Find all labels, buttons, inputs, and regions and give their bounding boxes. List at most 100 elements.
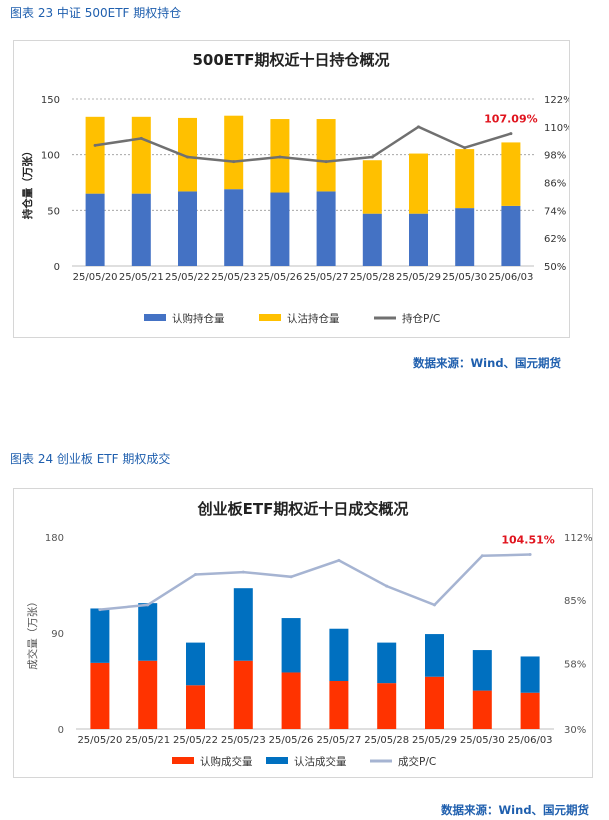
pc-ratio-point: [324, 160, 328, 164]
bar-segment: [329, 628, 349, 681]
legend-swatch: [144, 314, 166, 321]
x-tick-label: 25/05/28: [364, 735, 409, 746]
y-axis-label: 持仓量（万张）: [21, 146, 34, 220]
pc-ratio-point: [194, 572, 197, 576]
x-tick-label: 25/05/29: [412, 735, 457, 746]
y-tick-label: 90: [51, 629, 64, 640]
pc-ratio-point: [463, 146, 467, 150]
pc-ratio-point: [278, 155, 282, 159]
y-tick-label: 150: [41, 95, 60, 106]
last-value-annotation: 107.09%: [484, 113, 537, 126]
data-source: 数据来源：Wind、国元期货: [413, 356, 562, 370]
bar-segment: [138, 603, 158, 661]
bar-segment: [138, 660, 158, 729]
pc-ratio-point: [417, 125, 420, 129]
legend-swatch: [266, 757, 288, 764]
pc-ratio-point: [93, 143, 97, 147]
legend-swatch: [172, 757, 194, 764]
x-tick-label: 25/05/28: [350, 272, 395, 283]
bar-segment: [90, 608, 110, 663]
bar-segment: [178, 191, 197, 266]
x-tick-label: 25/05/30: [460, 735, 505, 746]
x-tick-label: 25/06/03: [508, 735, 553, 746]
pc-ratio-point: [337, 558, 341, 562]
pc-ratio-point: [289, 575, 293, 579]
pc-ratio-line: [99, 553, 531, 611]
bar-segment: [377, 683, 397, 729]
bar-segment: [455, 208, 475, 266]
pc-ratio-point: [241, 570, 245, 574]
legend-label: 成交P/C: [398, 755, 436, 768]
x-tick-label: 25/05/20: [77, 735, 122, 746]
y2-tick-label: 58%: [564, 659, 586, 670]
y-tick-label: 50: [47, 206, 60, 217]
y2-tick-label: 110%: [544, 123, 569, 134]
bar-segment: [233, 660, 253, 729]
legend-label: 认购成交量: [200, 755, 253, 768]
y2-tick-label: 50%: [544, 262, 566, 273]
y2-tick-label: 86%: [544, 179, 566, 190]
bar-segment: [409, 213, 428, 266]
bar-segment: [472, 690, 492, 729]
legend-label: 持仓P/C: [402, 312, 440, 325]
bar-segment: [281, 672, 301, 729]
bar-segment: [520, 656, 540, 693]
pc-ratio-point: [480, 554, 484, 558]
bar-segment: [186, 685, 205, 729]
y-tick-label: 100: [41, 151, 60, 162]
bar-segment: [455, 149, 475, 209]
chart-title: 500ETF期权近十日持仓概况: [192, 51, 389, 69]
x-tick-label: 25/05/22: [173, 735, 218, 746]
data-source: 数据来源：Wind、国元期货: [441, 803, 590, 817]
pc-ratio-point: [186, 155, 189, 159]
pc-ratio-point: [98, 608, 102, 612]
pc-ratio-line: [94, 125, 512, 163]
y2-tick-label: 74%: [544, 206, 566, 217]
pc-ratio-point: [232, 160, 236, 164]
bar-segment: [472, 650, 492, 691]
bar-segment: [270, 192, 290, 266]
pc-ratio-point: [528, 553, 532, 557]
bar-segment: [409, 153, 428, 214]
bar-segment: [224, 189, 244, 266]
bar-segment: [316, 191, 336, 266]
x-tick-label: 25/05/23: [211, 272, 256, 283]
last-value-annotation: 104.51%: [501, 534, 554, 547]
bar-segment: [178, 117, 197, 192]
x-tick-label: 25/05/23: [221, 735, 266, 746]
bar-segment: [501, 205, 521, 266]
legend-label: 认沽持仓量: [287, 312, 340, 325]
chart-svg: 创业板ETF期权近十日成交概况 0 90 180 30% 58% 85% 112% 成交量（万张…: [26, 500, 593, 768]
figure-caption: 图表 23 中证 500ETF 期权持仓: [10, 6, 182, 20]
x-tick-label: 25/05/27: [316, 735, 361, 746]
y-tick-label: 0: [54, 262, 60, 273]
bar-segment: [131, 116, 151, 194]
y-tick-label: 0: [58, 725, 64, 736]
bar-segment: [425, 634, 444, 677]
x-tick-label: 25/05/29: [396, 272, 441, 283]
x-tick-label: 25/05/27: [304, 272, 349, 283]
pc-ratio-point: [385, 584, 389, 588]
bar-segment: [90, 662, 110, 729]
chart-svg: 500ETF期权近十日持仓概况 0 50 100 150 50% 62% 74% 86% 98% 1…: [21, 51, 573, 325]
chart-title: 创业板ETF期权近十日成交概况: [197, 500, 409, 518]
bar-segment: [131, 193, 151, 266]
x-tick-label: 25/05/30: [442, 272, 487, 283]
bar-segment: [316, 119, 336, 192]
y2-tick-label: 30%: [564, 725, 586, 736]
x-tick-label: 25/05/21: [119, 272, 164, 283]
pc-ratio-point: [509, 132, 513, 136]
pc-ratio-point: [139, 136, 143, 140]
chart-panel-volume: 创业板ETF期权近十日成交概况 0 90 180 30% 58% 85% 112% 成交量（万张…: [13, 488, 593, 778]
y2-tick-label: 62%: [544, 234, 566, 245]
bar-segment: [501, 142, 521, 206]
chart-panel-open-interest: 500ETF期权近十日持仓概况 0 50 100 150 50% 62% 74% 86% 98% 1…: [13, 40, 573, 338]
bar-segment: [520, 692, 540, 729]
x-tick-label: 25/05/21: [125, 735, 170, 746]
legend-swatch: [259, 314, 281, 321]
pc-ratio-point: [433, 603, 436, 607]
bar-segment: [362, 160, 382, 214]
x-tick-label: 25/05/26: [269, 735, 314, 746]
pc-ratio-point: [146, 603, 150, 607]
x-tick-label: 25/05/22: [165, 272, 210, 283]
